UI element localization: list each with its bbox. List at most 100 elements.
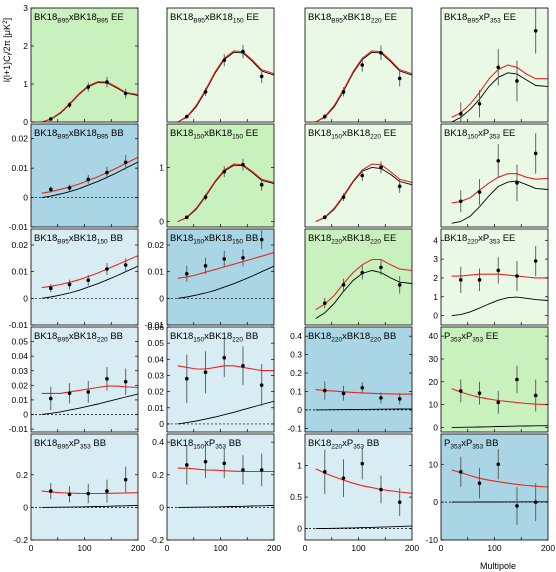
data-point xyxy=(241,162,245,167)
panel-title: BK18B95xBK18B95 EE xyxy=(34,12,124,25)
data-point xyxy=(86,177,91,182)
data-point xyxy=(458,199,463,204)
panel-title: BK18B95xP353 BB xyxy=(34,438,106,451)
x-tick-label: 100 xyxy=(487,543,501,553)
data-point xyxy=(203,264,208,268)
panel-title-subscript: 353 xyxy=(80,444,91,451)
panel-title: BK18150xBK18220 EE xyxy=(308,128,396,141)
panel-title-part: EE xyxy=(483,331,498,342)
panel-plot-area xyxy=(177,44,274,122)
panel-plot-area xyxy=(451,8,548,122)
panel-title-subscript: 150 xyxy=(232,239,243,246)
model-black-curve xyxy=(177,400,274,425)
panel-background xyxy=(305,434,412,540)
panel-title: BK18B95xBK18150 BB xyxy=(34,233,123,246)
panel-title: BK18B95xP353 EE xyxy=(444,12,516,25)
panel-title-subscript: 150 xyxy=(193,337,204,344)
y-axis-title: l(l+1)Cl/2π [μK2] xyxy=(2,18,14,82)
panel-2-3: 0 1 2 3 4 BK18220xP353 EE xyxy=(433,228,549,326)
panel-title-subscript: 220 xyxy=(232,337,243,344)
panel-title-subscript: B95 xyxy=(331,18,343,25)
x-tick-label: 200 xyxy=(131,543,145,553)
panel-background xyxy=(31,8,138,122)
y-tick-label: -0.1 xyxy=(287,423,302,433)
panel-title-part: BK18 xyxy=(170,331,193,342)
panel-title: BK18B95xBK18220 BB xyxy=(34,331,123,344)
y-tick-label: 0 xyxy=(297,524,302,534)
data-point xyxy=(105,80,109,84)
panel-title-part: EE xyxy=(500,128,515,139)
data-point xyxy=(341,391,346,396)
model-red-curve xyxy=(451,469,548,488)
data-point xyxy=(360,385,365,390)
y-tick-label: 0.01 xyxy=(11,395,28,405)
panel-plot-area xyxy=(305,447,412,530)
y-tick-label: 0 xyxy=(159,217,164,227)
panel-title-part: xBK18 xyxy=(342,128,370,139)
x-tick-label: 200 xyxy=(541,543,555,553)
panel-title-part: BB xyxy=(108,233,123,244)
panel-2-2: BK18220xBK18220 EE xyxy=(304,228,413,326)
panel-plot-area xyxy=(451,245,548,317)
panel-title-subscript: B95 xyxy=(97,134,109,141)
data-point xyxy=(533,500,538,504)
data-point xyxy=(397,397,402,401)
y-tick-label: 0.05 xyxy=(11,337,28,347)
panel-title-subscript: 150 xyxy=(193,444,204,451)
y-tick-label: -0.01 xyxy=(145,320,165,330)
panel-4-2: 0 0.5 1 0 100 200 BK18220xP353 BB xyxy=(290,433,419,553)
data-point xyxy=(203,195,208,199)
y-tick-label: 0.4 xyxy=(152,437,164,447)
panel-title-part: xBK18 xyxy=(204,331,232,342)
y-tick-label: 3 xyxy=(433,254,438,264)
panel-plot-area xyxy=(167,230,274,299)
data-point xyxy=(86,278,91,283)
y-tick-label: 4 xyxy=(433,235,438,245)
data-point xyxy=(341,90,346,94)
data-point xyxy=(222,461,227,466)
panel-title-part: xP xyxy=(478,233,489,244)
panel-title-part: xBK18 xyxy=(69,12,97,23)
data-point xyxy=(322,388,327,393)
data-point xyxy=(360,173,365,178)
panel-title-subscript: 220 xyxy=(97,337,108,344)
panel-title-part: BK18 xyxy=(34,331,57,342)
panel-title: BK18150xBK18150 BB xyxy=(170,233,258,246)
x-tick-label: 200 xyxy=(267,543,281,553)
data-point xyxy=(322,470,327,474)
data-point xyxy=(496,65,501,70)
panel-title: P353xP353 BB xyxy=(444,438,498,451)
data-point xyxy=(496,462,501,467)
data-point xyxy=(48,286,53,291)
panel-1-2: BK18150xBK18220 EE xyxy=(304,123,413,228)
data-point xyxy=(496,158,501,163)
data-point xyxy=(259,383,264,387)
y-tick-label: 0 xyxy=(433,311,438,321)
panel-title-subscript: 150 xyxy=(233,18,244,25)
y-tick-label: 1 xyxy=(433,292,438,302)
data-point xyxy=(203,370,208,375)
y-tick-label: 1 xyxy=(159,162,164,172)
data-point xyxy=(259,74,264,79)
panel-title-part: BB xyxy=(483,438,498,449)
data-point xyxy=(397,76,402,81)
panel-title-part: P xyxy=(444,331,450,342)
panel-title-part: xP xyxy=(461,331,472,342)
data-point xyxy=(86,85,91,89)
panel-title-subscript: 150 xyxy=(193,134,204,141)
y-tick-label: 0.01 xyxy=(11,163,28,173)
data-point xyxy=(48,187,53,192)
data-point xyxy=(67,103,72,107)
panel-background xyxy=(305,229,412,325)
panel-background xyxy=(167,434,274,540)
panel-title-subscript: B95 xyxy=(57,18,69,25)
data-point xyxy=(496,268,501,273)
panel-title-part: BK18 xyxy=(308,331,331,342)
y-tick-label: 1 xyxy=(23,79,28,89)
panel-title-subscript: 220 xyxy=(467,239,478,246)
model-black-curve xyxy=(41,161,138,199)
data-point xyxy=(241,255,245,260)
y-tick-label: 40 xyxy=(429,331,439,341)
model-black-curve xyxy=(451,425,548,428)
